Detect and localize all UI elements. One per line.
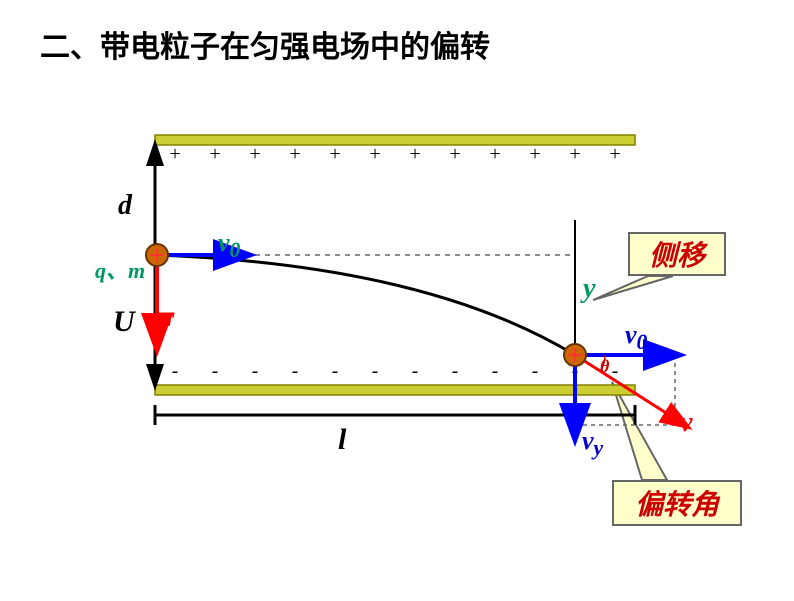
svg-text:+: + (409, 143, 420, 165)
label-qm: q、m (95, 253, 145, 285)
svg-text:+: + (329, 143, 340, 165)
callout-angle: 偏转角 (612, 480, 742, 526)
svg-text:-: - (252, 360, 259, 382)
svg-text:+: + (609, 143, 620, 165)
svg-text:-: - (412, 360, 419, 382)
label-v0-1: v0 (218, 228, 240, 263)
svg-text:+: + (209, 143, 220, 165)
label-l: l (338, 423, 346, 457)
svg-text:-: - (292, 360, 299, 382)
svg-text:-: - (532, 360, 539, 382)
svg-text:+: + (449, 143, 460, 165)
label-v0-2: v0 (625, 320, 647, 355)
svg-text:-: - (212, 360, 219, 382)
svg-text:+: + (369, 143, 380, 165)
svg-text:+: + (249, 143, 260, 165)
svg-text:-: - (372, 360, 379, 382)
label-y: y (583, 273, 595, 305)
label-vy: vy (582, 426, 603, 461)
label-v: v (680, 407, 692, 439)
svg-text:-: - (492, 360, 499, 382)
svg-text:-: - (172, 360, 179, 382)
svg-text:+: + (529, 143, 540, 165)
svg-text:+: + (289, 143, 300, 165)
svg-text:-: - (332, 360, 339, 382)
svg-text:+: + (169, 143, 180, 165)
label-d: d (118, 190, 132, 222)
label-U: U (113, 305, 135, 339)
label-F: F (155, 306, 175, 340)
svg-text:+: + (489, 143, 500, 165)
label-theta: θ (600, 356, 609, 377)
callout-sidemove: 侧移 (628, 232, 726, 276)
svg-text:-: - (452, 360, 459, 382)
svg-text:+: + (569, 143, 580, 165)
